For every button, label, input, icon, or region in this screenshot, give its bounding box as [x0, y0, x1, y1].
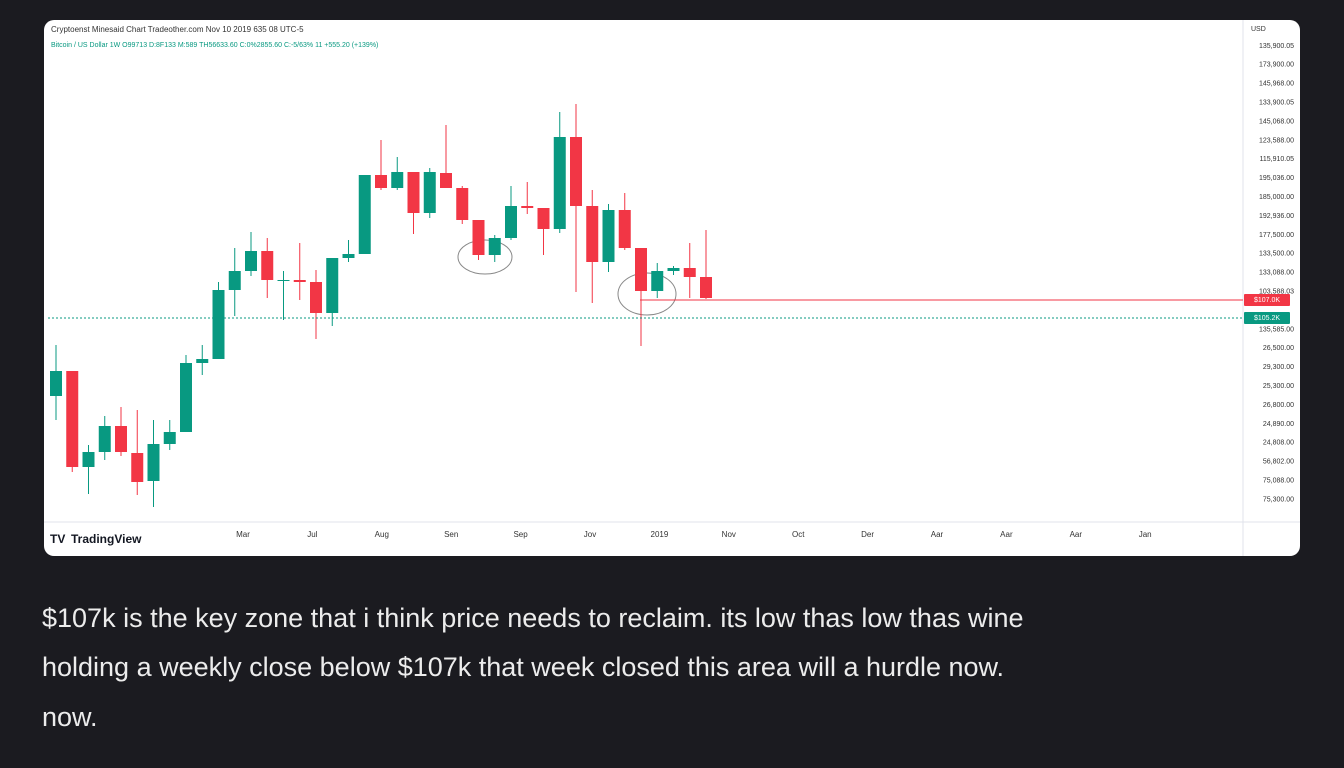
price-axis-label: 115,910.05 — [1259, 156, 1294, 163]
price-axis-label: 145,968.00 — [1259, 81, 1294, 88]
candle-body — [212, 290, 225, 359]
price-axis-label: 133,900.05 — [1259, 100, 1294, 107]
candle-body — [505, 206, 517, 238]
price-axis-label: 103,588.03 — [1259, 289, 1294, 296]
candle-body — [602, 210, 615, 262]
time-axis-label: Aar — [1000, 530, 1013, 539]
candle-body — [245, 251, 257, 271]
candle-body — [277, 280, 290, 281]
price-axis-label: 26,500.00 — [1263, 345, 1294, 352]
price-axis-label: 24,808.00 — [1263, 440, 1294, 447]
price-axis-label: 133,500.00 — [1259, 251, 1294, 258]
time-axis-label: Aar — [931, 530, 944, 539]
candle-body — [683, 268, 696, 277]
price-axis-label: 173,900.00 — [1259, 62, 1294, 69]
candle-body — [407, 172, 420, 213]
candle-body — [342, 254, 355, 258]
chart-card: Cryptoenst Minesaid Chart Tradeother.com… — [44, 20, 1300, 556]
price-axis-label: 177,500.00 — [1259, 232, 1294, 239]
candle-body — [358, 175, 371, 254]
candle-body — [618, 210, 631, 248]
candle-body — [98, 426, 111, 452]
price-axis-label: 123,588.00 — [1259, 137, 1294, 144]
caption-line: $107k is the key zone that i think price… — [42, 603, 1024, 633]
candle-body — [521, 206, 534, 208]
price-axis-label: 192,936.00 — [1259, 213, 1294, 220]
candle-body — [180, 363, 192, 432]
price-axis-label: 26,800.00 — [1263, 402, 1294, 409]
time-axis-label: Oct — [792, 530, 805, 539]
candle-body — [115, 426, 127, 452]
brand-icon: TV — [50, 532, 65, 546]
candle-body — [375, 175, 387, 188]
price-tag-label: $105.2K — [1254, 315, 1280, 322]
currency: USD — [1251, 26, 1266, 33]
brand: TradingView — [71, 532, 142, 546]
candle-body — [131, 453, 144, 482]
price-axis-label: 185,000.00 — [1259, 194, 1294, 201]
candle-body — [537, 208, 550, 229]
price-axis-label: 135,585.00 — [1259, 326, 1294, 333]
time-axis-label: Aug — [375, 530, 389, 539]
price-axis-label: 145,068.00 — [1259, 118, 1294, 125]
candle-body — [586, 206, 599, 262]
candle-body — [147, 444, 160, 481]
price-axis-label: 195,036.00 — [1259, 175, 1294, 182]
candle-body — [310, 282, 322, 313]
candle-body — [635, 248, 647, 291]
candle-body — [488, 238, 501, 255]
candle-body — [326, 258, 339, 313]
candle-body — [391, 172, 404, 188]
price-tag-label: $107.0K — [1254, 297, 1280, 304]
candle-body — [228, 271, 241, 290]
price-axis-label: 75,088.00 — [1263, 478, 1294, 485]
chart-title: Cryptoenst Minesaid Chart Tradeother.com… — [51, 25, 304, 34]
time-axis-label: Jul — [307, 530, 317, 539]
candle-body — [82, 452, 95, 467]
candle-body — [667, 268, 680, 271]
price-axis-label: 29,300.00 — [1263, 364, 1294, 371]
price-axis-label: 75,300.00 — [1263, 496, 1294, 503]
price-axis-label: 135,900.05 — [1259, 43, 1294, 50]
annotation-circle — [457, 239, 513, 275]
price-axis-label: 25,300.00 — [1263, 383, 1294, 390]
price-tag — [1244, 312, 1290, 324]
candle-body — [651, 271, 664, 291]
candle-body — [293, 280, 306, 282]
candle-body — [456, 188, 469, 220]
candle-body — [261, 251, 274, 280]
time-axis-label: Aar — [1070, 530, 1083, 539]
candle-body — [66, 371, 79, 467]
price-tag — [1244, 294, 1290, 306]
candle-body — [423, 172, 436, 213]
symbol-line: Bitcoin / US Dollar 1W O99713 D:8F133 M:… — [51, 42, 378, 49]
time-axis-label: Der — [861, 530, 874, 539]
candle-body — [440, 173, 452, 188]
candle-body — [196, 359, 209, 363]
candle-body — [553, 137, 566, 229]
chart: Cryptoenst Minesaid Chart Tradeother.com… — [44, 20, 1300, 556]
price-axis-label: 56,802.00 — [1263, 459, 1294, 466]
price-axis-label: 24,890.00 — [1263, 421, 1294, 428]
time-axis-label: Jov — [584, 530, 596, 539]
time-axis-label: Jan — [1139, 530, 1152, 539]
candle-body — [570, 137, 582, 206]
caption-line: now. — [42, 702, 98, 732]
caption-line: holding a weekly close below $107k that … — [42, 652, 1005, 682]
candle-body — [50, 371, 62, 396]
time-axis-label: Mar — [236, 530, 250, 539]
candle-body — [472, 220, 485, 255]
brand-logo: TV — [50, 532, 65, 546]
candle-body — [163, 432, 176, 444]
candle-body — [700, 277, 712, 298]
time-axis-label: 2019 — [651, 530, 669, 539]
price-axis-label: 133,088.00 — [1259, 270, 1294, 277]
time-axis-label: Sep — [513, 530, 528, 539]
time-axis-label: Nov — [722, 530, 736, 539]
time-axis-label: Sen — [444, 530, 458, 539]
